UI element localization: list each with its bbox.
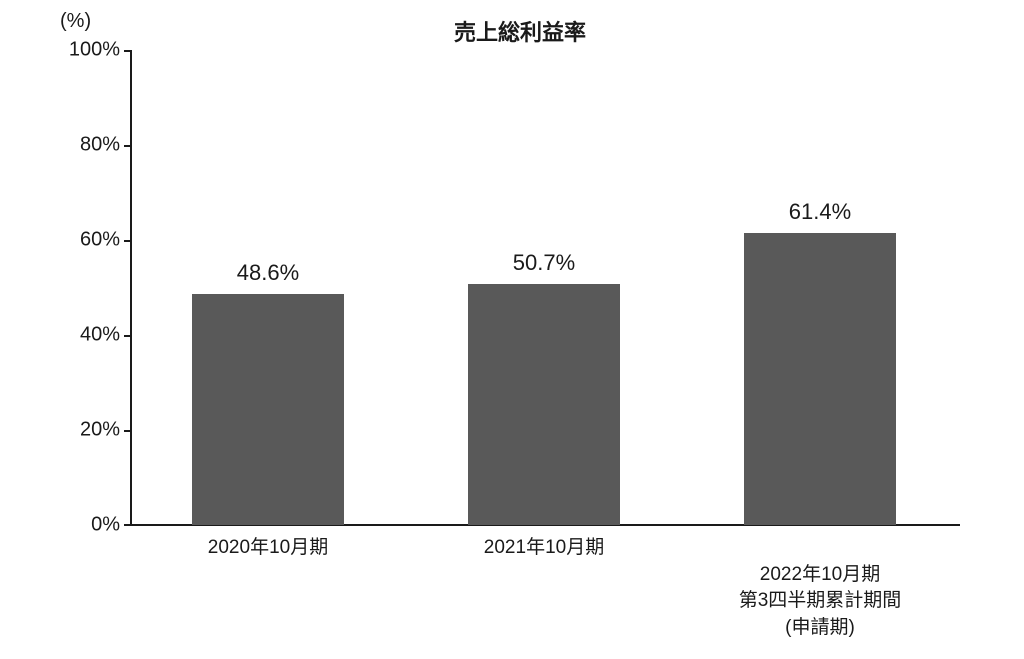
y-tick-100: 100% xyxy=(69,39,120,62)
bar-2: 61.4% xyxy=(744,233,896,525)
x-label-text-1: 2021年10月期 xyxy=(484,537,604,558)
x-label-text-0: 2020年10月期 xyxy=(208,537,328,558)
bar-0: 48.6% xyxy=(192,294,344,525)
y-tick-20: 20% xyxy=(80,419,120,442)
bars-area: 48.6% 50.7% 61.4% xyxy=(130,50,960,525)
x-label-2: 2022年10月期 第3四半期累計期間 (申請期) xyxy=(682,535,958,641)
y-axis: 100% 80% 60% 40% 20% 0% xyxy=(60,50,130,525)
bar-label-1: 50.7% xyxy=(468,250,620,276)
x-label-text-2: 2022年10月期 第3四半期累計期間 (申請期) xyxy=(739,564,902,638)
bar-label-0: 48.6% xyxy=(192,260,344,286)
y-tick-60: 60% xyxy=(80,229,120,252)
y-tick-80: 80% xyxy=(80,134,120,157)
x-label-0: 2020年10月期 xyxy=(130,535,406,562)
y-tick-0: 0% xyxy=(91,514,120,537)
chart-container: (%) 売上総利益率 100% 80% 60% 40% 20% 0% 48.6%… xyxy=(60,10,980,650)
bar-label-2: 61.4% xyxy=(744,199,896,225)
bar-1: 50.7% xyxy=(468,284,620,525)
chart-title: 売上総利益率 xyxy=(60,15,980,47)
bar-group-0: 48.6% xyxy=(192,50,344,525)
x-label-1: 2021年10月期 xyxy=(406,535,682,562)
bar-group-2: 61.4% xyxy=(744,50,896,525)
bar-group-1: 50.7% xyxy=(468,50,620,525)
y-tick-40: 40% xyxy=(80,324,120,347)
